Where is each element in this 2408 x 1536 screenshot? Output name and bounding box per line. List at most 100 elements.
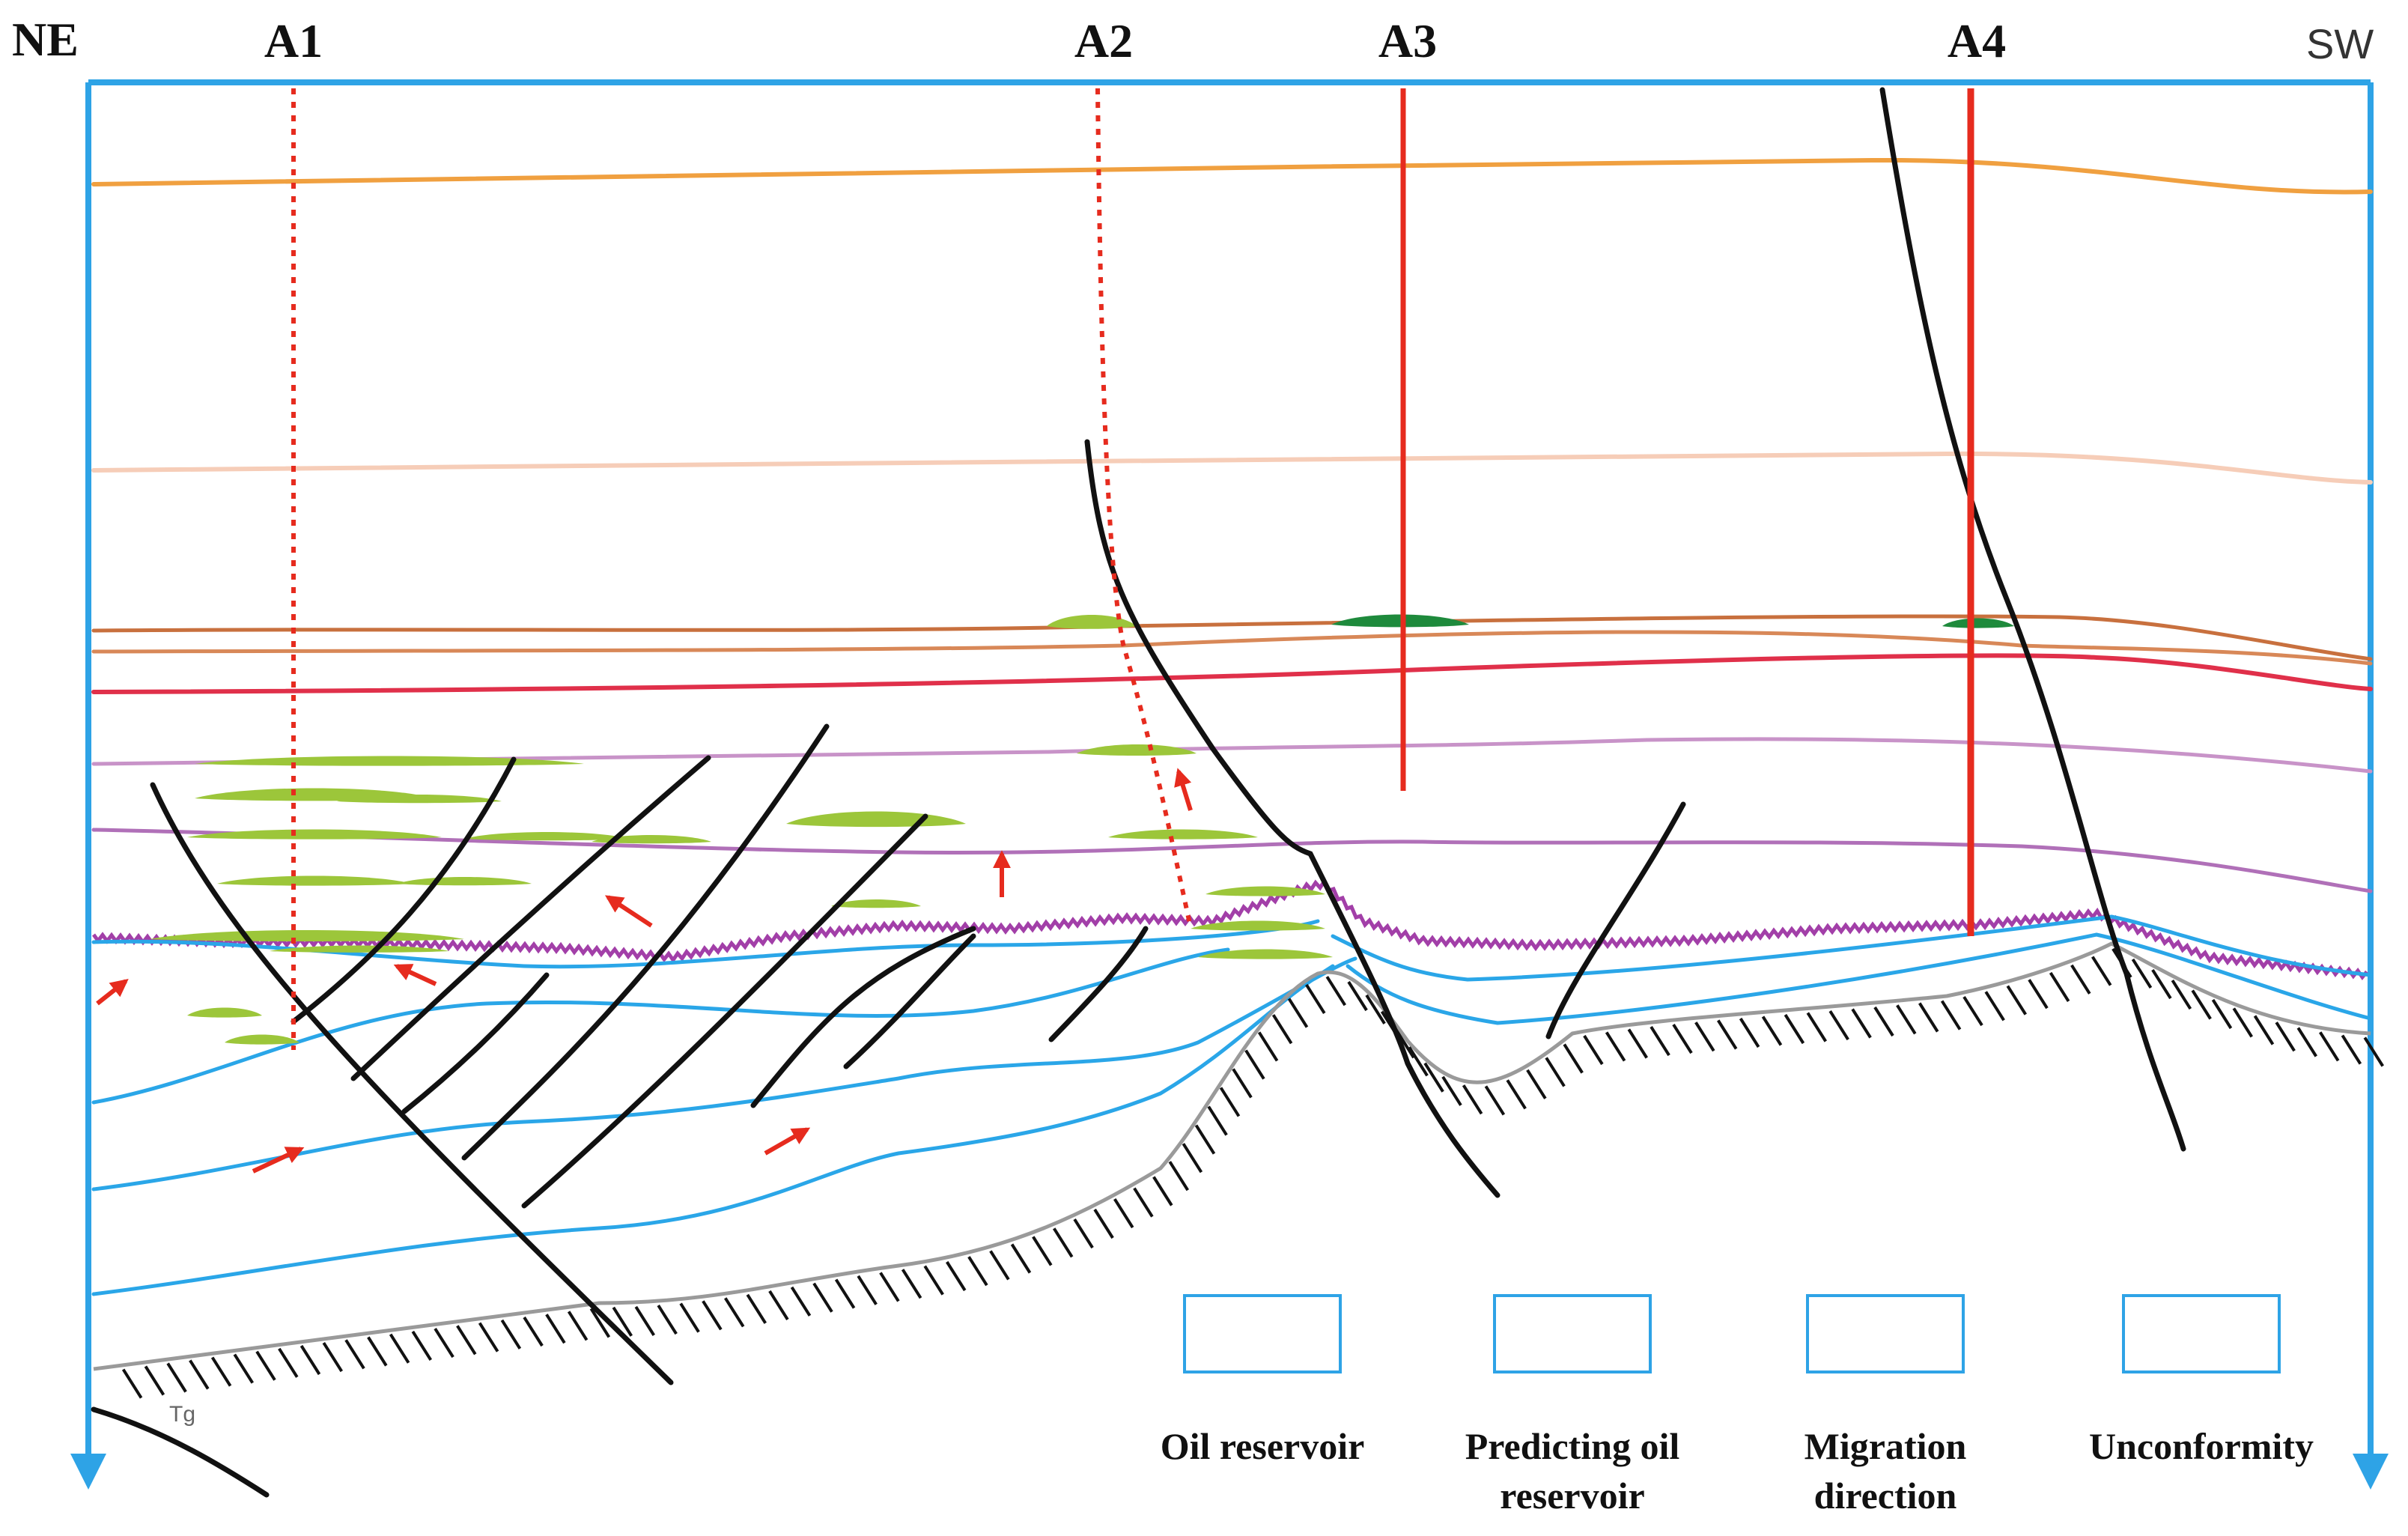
- basement-hatch: [1962, 996, 1983, 1027]
- migration-arrow: [764, 1127, 811, 1156]
- basement-hatch: [1672, 1024, 1693, 1054]
- basement-hatch: [1232, 1068, 1253, 1099]
- basement-hatch: [1873, 1006, 1894, 1037]
- predicting-oil-reservoir-lens: [831, 899, 921, 908]
- basement-hatch: [834, 1278, 856, 1309]
- basement-hatch: [2151, 969, 2172, 1000]
- basement-hatch: [210, 1356, 232, 1387]
- legend-box-unconformity: [2122, 1294, 2281, 1373]
- basement-hatch: [1545, 1057, 1566, 1087]
- basement-hatch: [2171, 980, 2192, 1010]
- basement-hatch: [1093, 1208, 1114, 1239]
- basement-hatch: [2341, 1034, 2362, 1065]
- predicting-oil-reservoir-lens: [1191, 920, 1325, 931]
- basement-hatch: [1761, 1016, 1783, 1046]
- predicting-oil-reservoir-lens: [270, 945, 449, 953]
- predicting-oil-reservoir-lens: [150, 930, 464, 941]
- frame: [70, 79, 2389, 1490]
- basement-hatch: [1717, 1019, 1738, 1050]
- basement-hatch: [166, 1362, 187, 1393]
- basement-hatch: [857, 1275, 878, 1305]
- basement-hatch: [255, 1350, 276, 1381]
- basement-hatch: [2131, 958, 2153, 989]
- predicting-oil-reservoir-lens: [1205, 886, 1325, 896]
- basement-hatch: [1605, 1031, 1626, 1062]
- legend-label-unconformity: Unconformity: [2089, 1425, 2314, 1467]
- basement-hatch: [923, 1265, 944, 1296]
- basement-hatch: [1441, 1075, 1462, 1106]
- basement-hatch: [1152, 1176, 1173, 1206]
- well-label-a4: A4: [1947, 14, 2007, 67]
- basement-hatch: [967, 1256, 988, 1287]
- basement-hatch: [1627, 1028, 1648, 1059]
- basement-hatch: [2253, 1015, 2275, 1045]
- basement-hatch: [746, 1293, 767, 1324]
- basement-hatch: [1305, 983, 1326, 1014]
- basement-hatch: [344, 1339, 365, 1370]
- basement-hatch: [411, 1330, 432, 1361]
- basement: [93, 941, 2384, 1399]
- basement-hatch: [679, 1302, 700, 1333]
- predicting-oil-reservoir-lens: [786, 811, 966, 828]
- basement-hatch: [2232, 1007, 2253, 1038]
- basement-hatch: [1347, 980, 1368, 1012]
- basement-hatch: [989, 1250, 1010, 1281]
- predicting-oil-reservoir-lens: [464, 832, 629, 841]
- basement-hatch: [2006, 985, 2027, 1016]
- legend-box-oil-reservoir: [1183, 1294, 1342, 1373]
- direction-label-sw: SW: [2306, 20, 2374, 67]
- basement-hatch: [1650, 1026, 1670, 1057]
- basement-hatch: [1506, 1079, 1527, 1110]
- basement-hatch: [589, 1308, 611, 1338]
- migration-arrow: [393, 964, 437, 986]
- horizon-red: [91, 653, 2373, 694]
- basement-hatch: [2191, 989, 2212, 1020]
- basement-hatch: [523, 1316, 544, 1347]
- basement-hatch: [1918, 1002, 1939, 1033]
- basement-hatch: [2363, 1036, 2384, 1067]
- basement-hatch: [367, 1336, 388, 1367]
- basement-hatch: [121, 1368, 143, 1399]
- basement-hatch: [189, 1359, 210, 1390]
- faults: [91, 87, 2186, 1498]
- basement-hatch: [702, 1300, 723, 1331]
- fault-a1-syn: [291, 756, 517, 1024]
- basement-hatch: [1244, 1049, 1265, 1080]
- predicting-oil-reservoir-lens: [217, 875, 412, 886]
- basement-hatch: [144, 1365, 165, 1396]
- fault-a4: [1879, 87, 2186, 1152]
- predicting-oil-reservoir-lens: [187, 829, 442, 840]
- basement-hatch: [1133, 1187, 1154, 1218]
- wells: [291, 88, 1974, 1050]
- basement-hatch: [1207, 1105, 1228, 1136]
- basement-hatch: [1032, 1236, 1053, 1266]
- predicting-oil-reservoir-lens: [1108, 829, 1258, 840]
- upper-horizons: [91, 157, 2373, 893]
- basement-hatch: [500, 1319, 522, 1350]
- basement-hatch: [1739, 1017, 1760, 1048]
- basement-hatch: [1423, 1062, 1444, 1093]
- basement-hatch: [322, 1342, 343, 1373]
- basement-hatch: [1583, 1034, 1604, 1066]
- basement-hatch: [1182, 1143, 1203, 1174]
- migration-arrow: [96, 979, 129, 1006]
- well-a2: [1095, 88, 1193, 928]
- basement-hatch: [634, 1305, 655, 1336]
- basement-hatch: [1010, 1243, 1032, 1274]
- basement-hatch: [1257, 1031, 1279, 1062]
- basement-hatch: [1851, 1008, 1872, 1039]
- basement-hatch: [389, 1333, 410, 1364]
- well-label-a2: A2: [1074, 14, 1134, 67]
- basement-hatch: [1287, 998, 1309, 1028]
- basement-hatch: [1526, 1069, 1547, 1099]
- migration-arrow: [604, 895, 653, 928]
- horizon-violet-2: [91, 828, 2373, 893]
- basement-hatch: [300, 1344, 321, 1376]
- horizon-orange: [91, 157, 2373, 195]
- migration-arrow: [252, 1147, 305, 1174]
- predicting-oil-reservoir-lens: [1198, 949, 1333, 959]
- horizon-violet-1: [91, 737, 2373, 774]
- basement-hatch: [1408, 1046, 1429, 1077]
- basement-hatch: [612, 1306, 633, 1337]
